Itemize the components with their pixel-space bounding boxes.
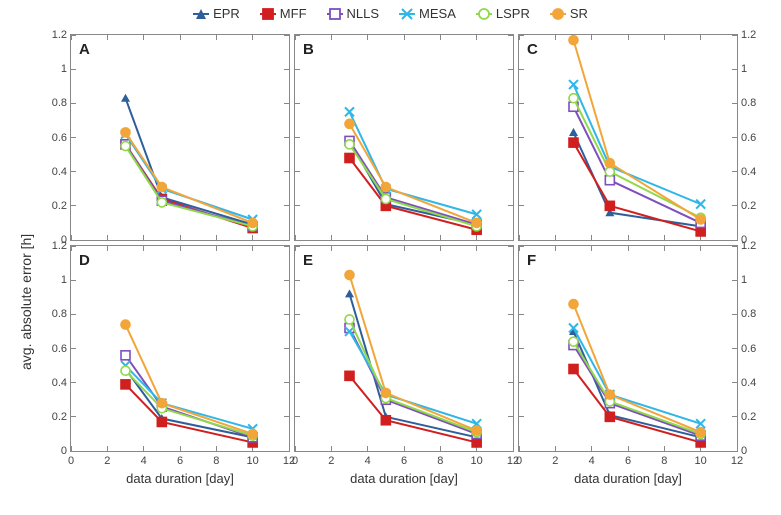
x-tick: 4 xyxy=(141,455,147,467)
y-tick: 0.4 xyxy=(52,166,67,178)
y-tick: 1.2 xyxy=(52,240,67,252)
x-axis-label: data duration [day] xyxy=(574,471,682,486)
panel-A: A00.20.40.60.811.2 xyxy=(70,34,290,241)
chart-series xyxy=(295,35,513,240)
y-tick: 0.6 xyxy=(52,132,67,144)
panel-C: C00.20.40.60.811.2 xyxy=(518,34,738,241)
y-tick: 0.2 xyxy=(52,200,67,212)
legend-label: SR xyxy=(570,6,588,21)
y-tick: 0 xyxy=(61,445,67,457)
panel-D: D00.20.40.60.811.2024681012data duration… xyxy=(70,245,290,452)
legend-label: EPR xyxy=(213,6,240,21)
legend-item-mff: MFF xyxy=(260,6,307,21)
y-tick: 0.8 xyxy=(52,97,67,109)
legend-item-mesa: MESA xyxy=(399,6,456,21)
chart-series xyxy=(519,35,737,240)
y-tick: 0.2 xyxy=(741,411,756,423)
legend-item-nlls: NLLS xyxy=(327,6,380,21)
x-tick: 0 xyxy=(68,455,74,467)
y-tick: 0.2 xyxy=(52,411,67,423)
x-tick: 4 xyxy=(365,455,371,467)
panel-B: B xyxy=(294,34,514,241)
y-tick: 1 xyxy=(741,63,747,75)
legend-item-lspr: LSPR xyxy=(476,6,530,21)
x-tick: 8 xyxy=(437,455,443,467)
legend-label: MESA xyxy=(419,6,456,21)
x-tick: 10 xyxy=(247,455,259,467)
legend-label: LSPR xyxy=(496,6,530,21)
x-tick: 2 xyxy=(104,455,110,467)
chart-series xyxy=(71,246,289,451)
chart-series xyxy=(71,35,289,240)
x-tick: 12 xyxy=(731,455,743,467)
legend-item-sr: SR xyxy=(550,6,588,21)
y-tick: 0.8 xyxy=(741,97,756,109)
y-tick: 1 xyxy=(61,274,67,286)
x-tick: 10 xyxy=(471,455,483,467)
x-axis-label: data duration [day] xyxy=(350,471,458,486)
x-tick: 0 xyxy=(292,455,298,467)
y-tick: 0.8 xyxy=(741,308,756,320)
chart-series xyxy=(295,246,513,451)
legend-label: MFF xyxy=(280,6,307,21)
x-tick: 4 xyxy=(589,455,595,467)
y-tick: 1 xyxy=(741,274,747,286)
y-tick: 0.2 xyxy=(741,200,756,212)
y-tick: 1.2 xyxy=(741,29,756,41)
y-tick: 1.2 xyxy=(52,29,67,41)
panel-F: F00.20.40.60.811.2024681012data duration… xyxy=(518,245,738,452)
x-axis-label: data duration [day] xyxy=(126,471,234,486)
y-axis-label: avg. absolute error [h] xyxy=(18,234,34,370)
y-tick: 1.2 xyxy=(741,240,756,252)
x-tick: 2 xyxy=(328,455,334,467)
legend-label: NLLS xyxy=(347,6,380,21)
panel-E: E024681012data duration [day] xyxy=(294,245,514,452)
chart-series xyxy=(519,246,737,451)
y-tick: 1 xyxy=(61,63,67,75)
y-tick: 0.6 xyxy=(741,132,756,144)
x-tick: 8 xyxy=(661,455,667,467)
x-tick: 8 xyxy=(213,455,219,467)
legend: EPR MFF NLLS MESA LSPR SR xyxy=(0,6,781,24)
y-tick: 0.6 xyxy=(741,343,756,355)
y-tick: 0.4 xyxy=(741,166,756,178)
x-tick: 2 xyxy=(552,455,558,467)
x-tick: 6 xyxy=(401,455,407,467)
y-tick: 0.4 xyxy=(52,377,67,389)
x-tick: 0 xyxy=(516,455,522,467)
y-tick: 0.8 xyxy=(52,308,67,320)
x-tick: 6 xyxy=(177,455,183,467)
y-tick: 0.6 xyxy=(52,343,67,355)
x-tick: 10 xyxy=(695,455,707,467)
y-tick: 0.4 xyxy=(741,377,756,389)
x-tick: 6 xyxy=(625,455,631,467)
legend-item-epr: EPR xyxy=(193,6,240,21)
